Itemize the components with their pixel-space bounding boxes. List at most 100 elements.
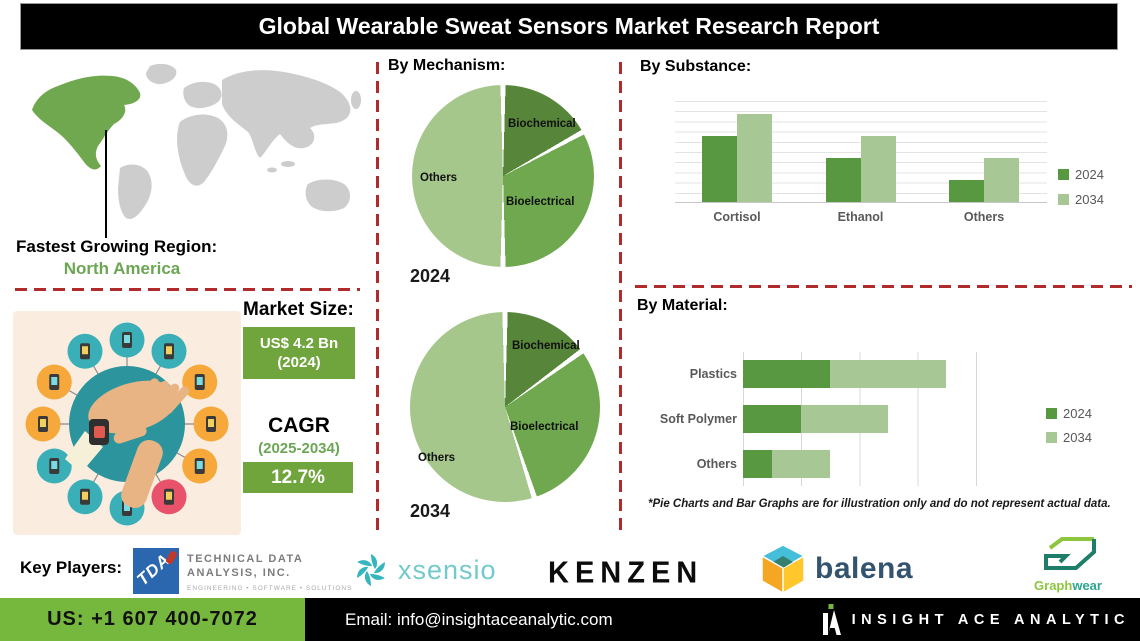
map-pointer-line — [105, 130, 107, 238]
legend-item-2034: 2034 — [1058, 192, 1104, 207]
substance-bar-chart — [675, 101, 1047, 203]
tda-name-line2: ANALYSIS, INC. — [187, 566, 291, 579]
australia-shape — [305, 179, 350, 212]
insight-ace-logo-icon — [822, 603, 841, 635]
category-label: Others — [963, 210, 1005, 224]
pie-slice-label: Others — [418, 452, 456, 464]
phone-number[interactable]: US: +1 607 400-7072 — [47, 608, 258, 630]
disclaimer-footnote: *Pie Charts and Bar Graphs are for illus… — [648, 498, 1111, 510]
section-heading-mechanism: By Mechanism: — [388, 57, 506, 74]
fastest-growing-region-value: North America — [63, 259, 181, 278]
legend-swatch-2034 — [1046, 432, 1057, 443]
logo-xsensio: xsensio — [352, 551, 497, 589]
wearable-devices-illustration — [13, 311, 241, 535]
pie-slice-label: Biochemical — [508, 118, 576, 130]
market-size-value-box: US$ 4.2 Bn (2024) — [243, 327, 355, 379]
bar-segment-Soft Polymer-2034 — [801, 405, 888, 433]
bar-Cortisol-2024 — [702, 136, 737, 202]
bar-Ethanol-2024 — [825, 158, 861, 202]
section-heading-material: By Material: — [637, 297, 728, 314]
divider-vertical-right — [619, 62, 622, 537]
balena-cube-icon — [760, 544, 806, 594]
key-players-label: Key Players: — [20, 558, 123, 577]
bar-segment-Plastics-2024 — [743, 360, 830, 388]
bar-segment-Others-2034 — [772, 450, 830, 478]
asia-shape — [222, 70, 351, 158]
tda-tagline: ENGINEERING • SOFTWARE • SOLUTIONS — [187, 584, 353, 592]
legend-swatch-2024 — [1058, 169, 1069, 180]
pie-slice-label: Others — [420, 172, 458, 184]
category-label: Plastics — [689, 367, 737, 381]
logo-kenzen: KENZEN — [548, 556, 704, 590]
divider-horizontal-left — [15, 288, 360, 291]
pie-slice-label: Biochemical — [512, 340, 580, 352]
africa-shape — [177, 114, 228, 186]
bar-segment-Others-2024 — [743, 450, 772, 478]
legend-swatch-2024 — [1046, 408, 1057, 419]
pie-slice-label: Bioelectrical — [506, 196, 575, 208]
divider-vertical-left — [376, 62, 379, 537]
bar-Others-2034 — [984, 158, 1019, 202]
category-label: Ethanol — [837, 210, 884, 224]
tda-red-accent — [165, 550, 178, 565]
section-heading-substance: By Substance: — [640, 58, 752, 75]
pie-year-label: 2024 — [410, 266, 451, 286]
pie-chart-mechanism-2034 — [410, 312, 600, 502]
bar-segment-Soft Polymer-2024 — [743, 405, 801, 433]
bar-row-Others — [743, 450, 830, 478]
brand-name: INSIGHT ACE ANALYTIC — [851, 611, 1130, 628]
legend-label: 2034 — [1063, 430, 1092, 445]
footer-phone-bar: US: +1 607 400-7072 — [0, 598, 305, 641]
bar-row-Plastics — [743, 360, 946, 388]
xsensio-wordmark: xsensio — [398, 554, 497, 585]
xsensio-pinwheel-icon — [354, 554, 388, 586]
legend-item-2024: 2024 — [1058, 167, 1104, 182]
legend-label: 2034 — [1075, 192, 1104, 207]
bar-segment-Plastics-2034 — [830, 360, 946, 388]
market-size-year: (2024) — [277, 353, 321, 371]
market-size-value: US$ 4.2 Bn — [259, 335, 339, 352]
tda-logo-mark: TDA — [133, 548, 179, 594]
market-size-heading: Market Size: — [243, 299, 354, 320]
category-label: Cortisol — [713, 210, 761, 224]
divider-horizontal-right — [635, 285, 1132, 288]
cagr-period: (2025-2034) — [258, 440, 340, 457]
tda-name-line1: TECHNICAL DATA — [187, 553, 304, 565]
south-america-shape — [118, 164, 152, 220]
logo-balena: balena — [760, 544, 913, 594]
logo-technical-data-analysis: TDA TECHNICAL DATA ANALYSIS, INC. ENGINE… — [133, 548, 352, 594]
greenland-shape — [146, 63, 177, 85]
pie-chart-mechanism-2024 — [412, 85, 594, 267]
legend-swatch-2034 — [1058, 194, 1069, 205]
category-label: Soft Polymer — [659, 412, 737, 426]
insight-ace-analytic-brand: INSIGHT ACE ANALYTIC — [822, 598, 1130, 641]
pie-slice-label: Bioelectrical — [510, 421, 579, 433]
fastest-growing-region-label: Fastest Growing Region: — [16, 237, 218, 256]
bar-Cortisol-2034 — [737, 114, 772, 202]
title-bar: Global Wearable Sweat Sensors Market Res… — [20, 3, 1118, 50]
category-label: Others — [696, 457, 737, 471]
page-title: Global Wearable Sweat Sensors Market Res… — [258, 13, 880, 39]
legend-label: 2024 — [1063, 406, 1092, 421]
graphwear-part2: wear — [1072, 578, 1102, 593]
email-address[interactable]: Email: info@insightaceanalytic.com — [345, 609, 613, 629]
bar-Others-2024 — [949, 180, 984, 202]
bar-row-Soft Polymer — [743, 405, 888, 433]
world-map — [32, 63, 361, 220]
europe-shape — [183, 81, 222, 109]
legend-item-2034: 2034 — [1046, 430, 1092, 445]
pie-year-label: 2034 — [410, 501, 451, 521]
material-bar-chart — [743, 352, 1034, 486]
legend-label: 2024 — [1075, 167, 1104, 182]
cagr-value-box: 12.7% — [243, 462, 353, 493]
cagr-heading: CAGR — [268, 414, 330, 437]
bar-Ethanol-2034 — [860, 136, 896, 202]
north-america-shape — [32, 75, 141, 170]
balena-wordmark: balena — [815, 552, 914, 585]
graphwear-wordmark: Graphwear — [1008, 578, 1128, 593]
legend-item-2024: 2024 — [1046, 406, 1092, 421]
graphwear-g-icon — [1044, 537, 1096, 570]
footer-bar: Email: info@insightaceanalytic.com INSIG… — [305, 598, 1140, 641]
graphwear-part1: Graph — [1034, 578, 1073, 593]
